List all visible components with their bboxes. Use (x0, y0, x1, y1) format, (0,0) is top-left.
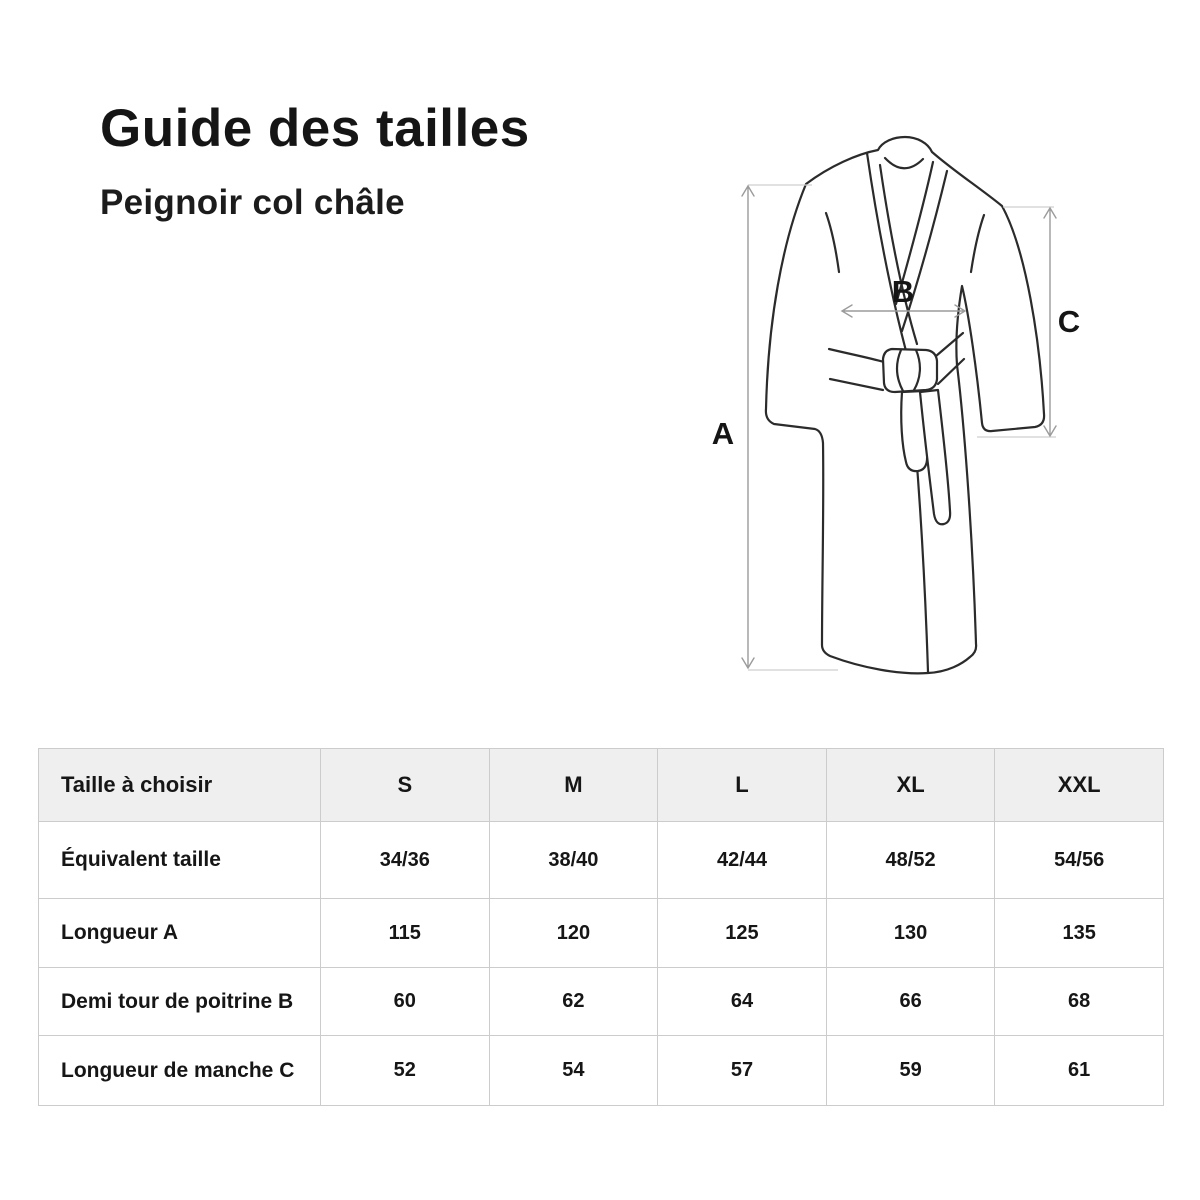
belt-knot (881, 347, 939, 394)
page-subtitle: Peignoir col châle (100, 183, 405, 222)
table-header-row: Taille à choisir S M L XL XXL (38, 748, 1164, 822)
measure-b-arrow (840, 304, 967, 318)
row-label: Longueur A (38, 898, 321, 968)
cell-value: 38/40 (488, 821, 659, 899)
cell-value: 59 (825, 1035, 996, 1106)
measure-label-b: B (892, 274, 914, 309)
cell-value: 125 (657, 898, 827, 968)
cell-value: 130 (825, 898, 996, 968)
row-label: Longueur de manche C (38, 1035, 321, 1106)
table-row-chest-b: Demi tour de poitrine B 60 62 64 66 68 (38, 967, 1164, 1036)
measure-label-a: A (712, 416, 734, 451)
cell-value: 54 (488, 1035, 659, 1106)
cell-value: 66 (825, 967, 996, 1036)
page-title: Guide des tailles (100, 99, 530, 158)
left-armhole-seam (824, 211, 841, 274)
header-size-xl: XL (825, 748, 996, 822)
measure-c-arrow (1043, 206, 1057, 438)
measure-label-c: C (1058, 304, 1080, 339)
cell-value: 48/52 (825, 821, 996, 899)
cell-value: 52 (320, 1035, 490, 1106)
belt-right-bottom (936, 357, 966, 386)
header-size-l: L (657, 748, 827, 822)
belt-tail-long (918, 388, 952, 526)
belt-left-top (827, 347, 886, 364)
cell-value: 120 (488, 898, 659, 968)
header-label: Taille à choisir (38, 748, 321, 822)
table-row-equivalent: Équivalent taille 34/36 38/40 42/44 48/5… (38, 821, 1164, 899)
header-size-s: S (320, 748, 490, 822)
cell-value: 60 (320, 967, 490, 1036)
bathrobe-diagram: A B C (712, 135, 1080, 675)
cell-value: 61 (994, 1035, 1164, 1106)
header-size-xxl: XXL (994, 748, 1164, 822)
cell-value: 68 (994, 967, 1164, 1036)
right-lapel-outer (900, 169, 949, 333)
cell-value: 57 (657, 1035, 827, 1106)
belt-right-top (934, 331, 965, 358)
left-lapel-inner (878, 163, 919, 346)
back-neckline (883, 156, 925, 170)
left-lapel-outer (865, 151, 908, 353)
right-armhole-seam (969, 213, 986, 274)
right-lapel-inner (894, 160, 935, 306)
measure-a-arrow (741, 184, 755, 670)
cell-value: 115 (320, 898, 490, 968)
header-size-m: M (488, 748, 659, 822)
belt-knot-fold (896, 348, 905, 393)
cell-value: 42/44 (657, 821, 827, 899)
row-label: Équivalent taille (38, 821, 321, 899)
table-row-sleeve-c: Longueur de manche C 52 54 57 59 61 (38, 1035, 1164, 1106)
cell-value: 135 (994, 898, 1164, 968)
belt-left-bottom (828, 377, 885, 392)
cell-value: 64 (657, 967, 827, 1036)
belt-knot-fold-2 (912, 348, 921, 392)
table-row-length-a: Longueur A 115 120 125 130 135 (38, 898, 1164, 968)
cell-value: 34/36 (320, 821, 490, 899)
row-label: Demi tour de poitrine B (38, 967, 321, 1036)
size-table: Taille à choisir S M L XL XXL Équivalent… (38, 748, 1164, 1106)
cell-value: 54/56 (994, 821, 1164, 899)
cell-value: 62 (488, 967, 659, 1036)
